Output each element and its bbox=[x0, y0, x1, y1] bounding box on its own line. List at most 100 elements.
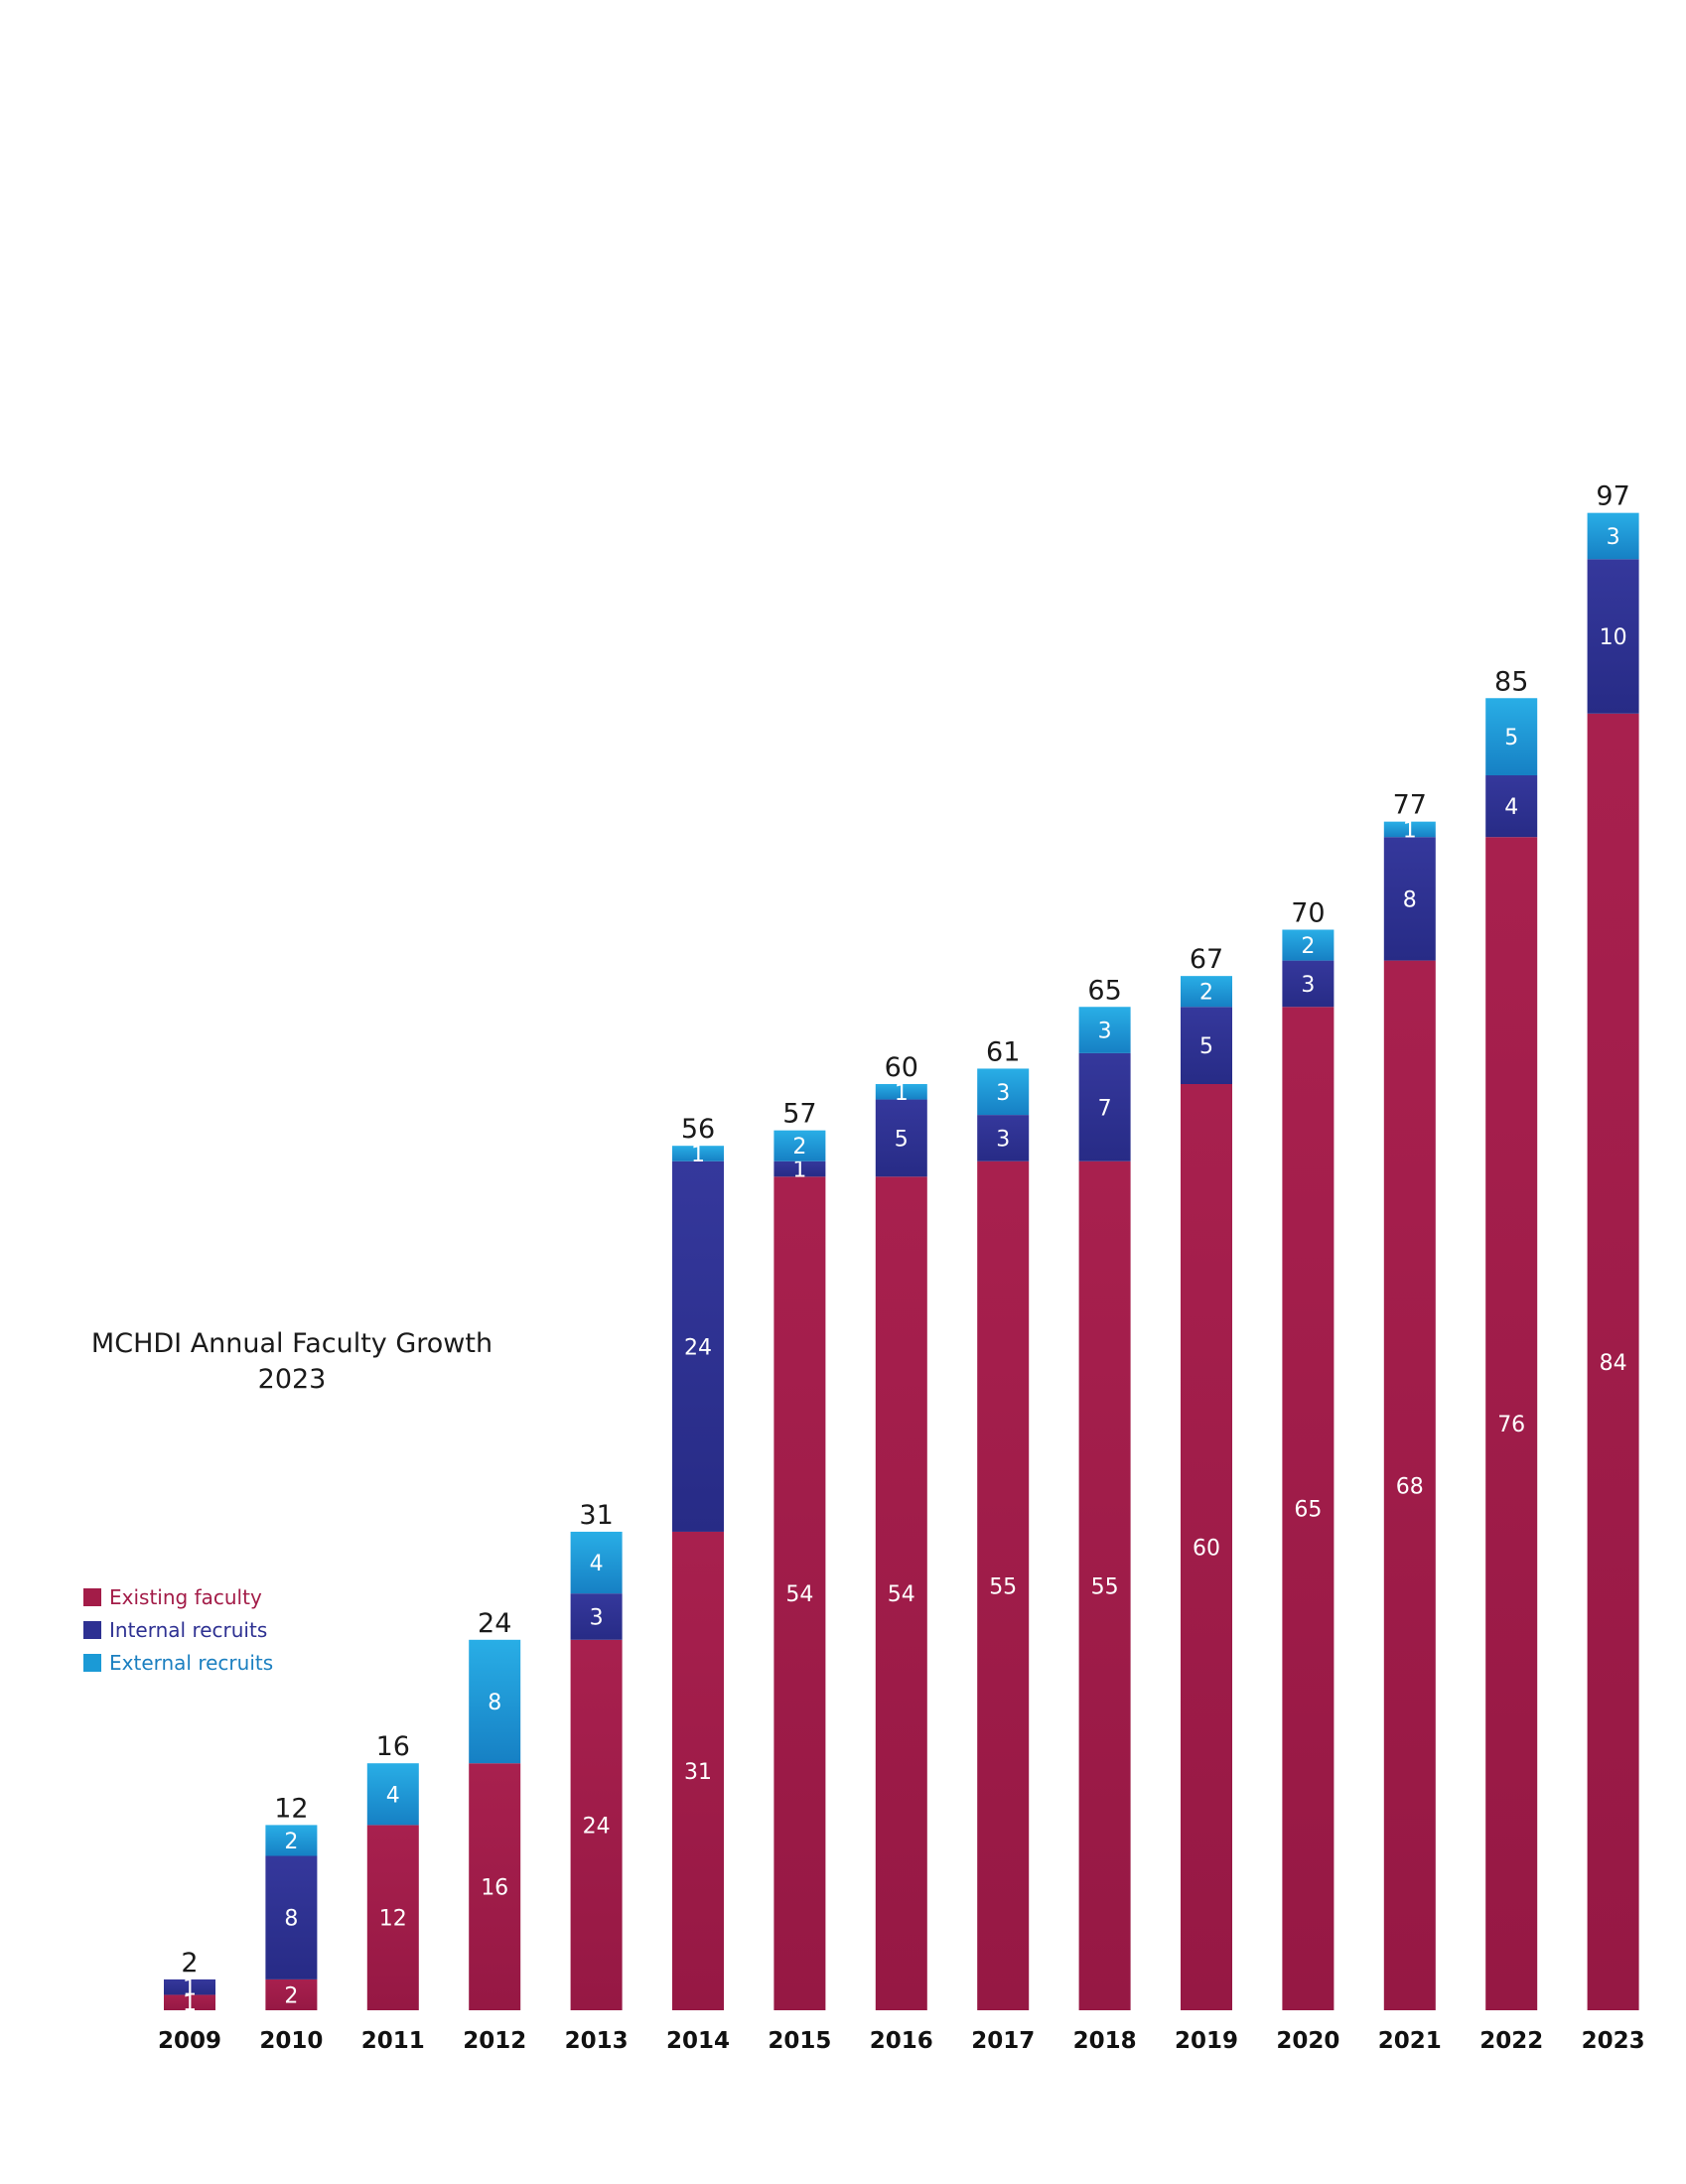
segment-label-internal-2021: 8 bbox=[1403, 887, 1417, 912]
segment-label-external-2022: 5 bbox=[1504, 726, 1518, 751]
segment-label-existing-2015: 54 bbox=[785, 1582, 813, 1607]
total-label-2018: 65 bbox=[1087, 975, 1121, 1006]
bar-segment-external-2010 bbox=[265, 1825, 318, 1856]
bar-segment-external-2022 bbox=[1485, 698, 1538, 775]
segment-label-external-2016: 1 bbox=[895, 1081, 909, 1106]
total-label-2009: 2 bbox=[181, 1948, 198, 1979]
bar-segment-existing-2009 bbox=[164, 1994, 215, 2010]
bar-segment-external-2011 bbox=[366, 1763, 419, 1826]
segment-label-internal-2018: 7 bbox=[1098, 1096, 1112, 1121]
bar-segment-existing-2018 bbox=[1078, 1160, 1131, 2010]
bar-segment-internal-2018 bbox=[1078, 1052, 1131, 1161]
bar-segment-internal-2014 bbox=[672, 1160, 724, 1532]
x-tick-label-2018: 2018 bbox=[1073, 2028, 1137, 2054]
x-tick-label-2010: 2010 bbox=[259, 2028, 323, 2054]
total-label-2015: 57 bbox=[782, 1099, 816, 1130]
segment-label-internal-2017: 3 bbox=[996, 1127, 1010, 1152]
segment-label-internal-2014: 24 bbox=[684, 1335, 712, 1360]
legend-swatch-external bbox=[83, 1653, 101, 1672]
total-label-2020: 70 bbox=[1291, 898, 1325, 929]
x-tick-label-2014: 2014 bbox=[666, 2028, 730, 2054]
bar-segment-existing-2013 bbox=[570, 1639, 623, 2010]
segment-label-external-2012: 8 bbox=[488, 1691, 501, 1715]
x-tick-label-2017: 2017 bbox=[971, 2028, 1035, 2054]
segment-label-external-2021: 1 bbox=[1403, 818, 1417, 843]
segment-label-existing-2019: 60 bbox=[1193, 1537, 1220, 1562]
segment-label-external-2011: 4 bbox=[386, 1783, 400, 1808]
legend-swatch-internal bbox=[83, 1620, 101, 1639]
bar-segment-existing-2016 bbox=[875, 1176, 927, 2010]
bar-segment-existing-2022 bbox=[1485, 837, 1538, 2011]
x-tick-label-2016: 2016 bbox=[870, 2028, 933, 2054]
bar-segment-existing-2015 bbox=[773, 1176, 826, 2010]
bar-segment-internal-2021 bbox=[1383, 837, 1436, 961]
segment-label-existing-2011: 12 bbox=[379, 1907, 407, 1932]
bar-segment-external-2019 bbox=[1181, 976, 1232, 1008]
total-label-2017: 61 bbox=[986, 1036, 1020, 1067]
segment-label-existing-2021: 68 bbox=[1396, 1474, 1424, 1499]
x-tick-label-2020: 2020 bbox=[1276, 2028, 1339, 2054]
segment-label-existing-2012: 16 bbox=[481, 1876, 508, 1901]
chart-subtitle: 2023 bbox=[257, 1364, 327, 1395]
legend-item-external: External recruits bbox=[83, 1646, 273, 1679]
legend-label-existing: Existing faculty bbox=[109, 1584, 262, 1609]
bar-segment-existing-2012 bbox=[469, 1763, 521, 2010]
bar-segment-external-2012 bbox=[469, 1639, 521, 1764]
total-label-2021: 77 bbox=[1393, 790, 1427, 821]
bar-segment-existing-2019 bbox=[1181, 1084, 1232, 2010]
legend-label-external: External recruits bbox=[109, 1650, 274, 1675]
segment-label-external-2017: 3 bbox=[996, 1081, 1010, 1106]
bar-segment-external-2023 bbox=[1587, 512, 1639, 560]
bar-segment-existing-2010 bbox=[265, 1979, 318, 2010]
bar-segment-existing-2023 bbox=[1587, 713, 1639, 2010]
segment-label-internal-2022: 4 bbox=[1504, 795, 1518, 820]
bar-segment-external-2020 bbox=[1282, 929, 1335, 961]
bar-segment-internal-2013 bbox=[570, 1593, 623, 1640]
segment-label-internal-2023: 10 bbox=[1600, 625, 1627, 650]
segment-label-external-2020: 2 bbox=[1301, 934, 1315, 959]
legend-item-internal: Internal recruits bbox=[83, 1613, 273, 1646]
segment-label-external-2010: 2 bbox=[284, 1830, 298, 1854]
legend-label-internal: Internal recruits bbox=[109, 1617, 268, 1642]
segment-label-existing-2020: 65 bbox=[1294, 1498, 1322, 1523]
x-tick-label-2012: 2012 bbox=[463, 2028, 526, 2054]
x-tick-label-2013: 2013 bbox=[565, 2028, 629, 2054]
segment-label-external-2014: 1 bbox=[691, 1143, 705, 1167]
bar-segment-external-2015 bbox=[773, 1130, 826, 1161]
segment-label-existing-2014: 31 bbox=[684, 1760, 712, 1785]
segment-label-internal-2013: 3 bbox=[590, 1605, 604, 1630]
segment-label-existing-2018: 55 bbox=[1091, 1574, 1119, 1599]
segment-label-external-2015: 2 bbox=[792, 1135, 806, 1160]
total-label-2012: 24 bbox=[478, 1608, 511, 1639]
segment-label-external-2019: 2 bbox=[1199, 981, 1213, 1006]
segment-label-existing-2013: 24 bbox=[583, 1814, 611, 1839]
total-label-2019: 67 bbox=[1190, 944, 1223, 975]
segment-label-internal-2019: 5 bbox=[1199, 1034, 1213, 1059]
bar-segment-existing-2014 bbox=[672, 1531, 724, 2010]
total-label-2022: 85 bbox=[1494, 666, 1528, 697]
bar-segment-existing-2017 bbox=[977, 1160, 1030, 2010]
segment-label-external-2018: 3 bbox=[1098, 1020, 1112, 1044]
segment-label-internal-2009: 1 bbox=[183, 1977, 197, 2001]
legend-swatch-existing bbox=[83, 1587, 101, 1606]
total-label-2023: 97 bbox=[1596, 481, 1629, 512]
bar-segment-internal-2019 bbox=[1181, 1007, 1232, 1084]
bar-segment-existing-2020 bbox=[1282, 1007, 1335, 2010]
bar-segment-internal-2020 bbox=[1282, 960, 1335, 1008]
segment-label-existing-2016: 54 bbox=[888, 1582, 915, 1607]
x-tick-label-2009: 2009 bbox=[158, 2028, 221, 2054]
total-label-2011: 16 bbox=[376, 1731, 410, 1762]
legend-item-existing: Existing faculty bbox=[83, 1580, 273, 1613]
x-tick-label-2019: 2019 bbox=[1175, 2028, 1238, 2054]
total-label-2014: 56 bbox=[681, 1114, 715, 1145]
segment-label-existing-2009: 1 bbox=[183, 1991, 197, 2016]
segment-label-existing-2010: 2 bbox=[284, 1983, 298, 2008]
bar-segment-external-2021 bbox=[1383, 821, 1436, 838]
bar-segment-internal-2016 bbox=[875, 1099, 927, 1177]
bar-segment-internal-2015 bbox=[773, 1160, 826, 1177]
bar-segment-external-2013 bbox=[570, 1531, 623, 1594]
segment-label-existing-2017: 55 bbox=[989, 1574, 1017, 1599]
segment-label-internal-2020: 3 bbox=[1301, 973, 1315, 998]
